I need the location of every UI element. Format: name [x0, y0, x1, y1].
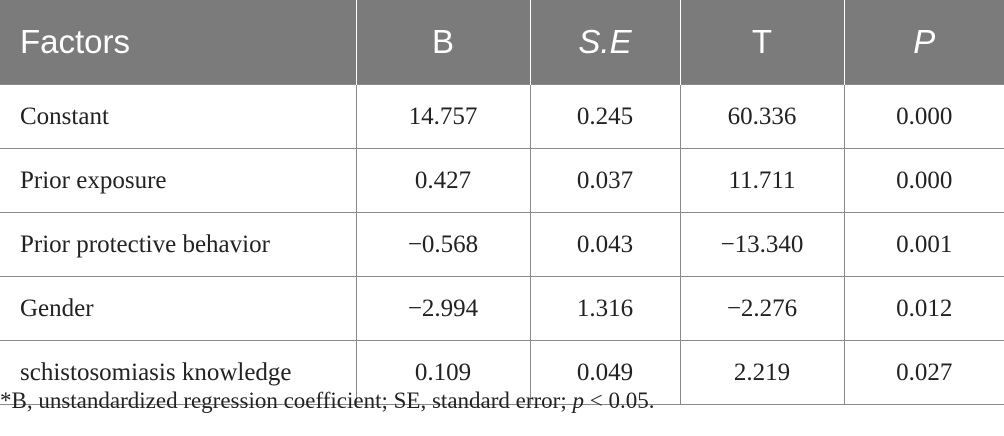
se-cell: 0.043 [529, 212, 681, 277]
p-cell: 0.001 [843, 212, 1004, 277]
b-cell: 14.757 [355, 84, 531, 149]
t-cell: −2.276 [679, 276, 845, 341]
b-cell: 0.427 [355, 148, 531, 213]
se-cell: 0.037 [529, 148, 681, 213]
t-cell: 2.219 [679, 340, 845, 405]
table-row: Constant 14.757 0.245 60.336 0.000 [0, 84, 1004, 149]
se-cell: 0.049 [529, 340, 681, 405]
p-cell: 0.027 [843, 340, 1004, 405]
factor-cell: Constant [0, 84, 357, 149]
header-p: P [843, 0, 1004, 85]
table-row: schistosomiasis knowledge 0.109 0.049 2.… [0, 340, 1004, 405]
se-cell: 1.316 [529, 276, 681, 341]
p-cell: 0.012 [843, 276, 1004, 341]
header-t: T [679, 0, 844, 85]
table-row: Gender −2.994 1.316 −2.276 0.012 [0, 276, 1004, 341]
footnote-p-symbol: p [572, 388, 584, 413]
p-cell: 0.000 [843, 84, 1004, 149]
se-cell: 0.245 [529, 84, 681, 149]
p-cell: 0.000 [843, 148, 1004, 213]
table-row: Prior exposure 0.427 0.037 11.711 0.000 [0, 148, 1004, 213]
header-factors: Factors [0, 0, 356, 85]
factor-cell: Prior exposure [0, 148, 357, 213]
b-cell: 0.109 [355, 340, 531, 405]
factor-cell: schistosomiasis knowledge [0, 340, 357, 405]
table-row: Prior protective behavior −0.568 0.043 −… [0, 212, 1004, 277]
regression-table: Factors B S.E T P Constant 14.757 0.245 … [0, 0, 1004, 405]
header-se: S.E [529, 0, 680, 85]
factor-cell: Gender [0, 276, 357, 341]
t-cell: 11.711 [679, 148, 845, 213]
header-b: B [355, 0, 530, 85]
table-body: Constant 14.757 0.245 60.336 0.000 Prior… [0, 84, 1004, 405]
footnote-threshold: < 0.05. [583, 388, 655, 413]
factor-cell: Prior protective behavior [0, 212, 357, 277]
header-row: Factors B S.E T P [0, 0, 1004, 85]
table-footnote: *B, unstandardized regression coefficien… [0, 388, 654, 414]
t-cell: 60.336 [679, 84, 845, 149]
table-header: Factors B S.E T P [0, 0, 1004, 85]
footnote-text: *B, unstandardized regression coefficien… [0, 388, 573, 413]
b-cell: −2.994 [355, 276, 531, 341]
t-cell: −13.340 [679, 212, 845, 277]
b-cell: −0.568 [355, 212, 531, 277]
